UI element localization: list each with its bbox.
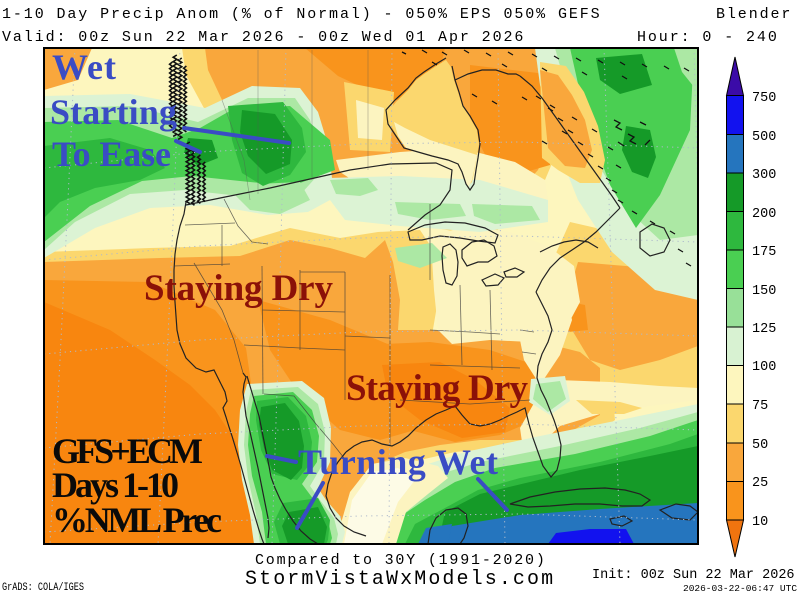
svg-text:175: 175 <box>752 245 776 260</box>
svg-text:GrADS: COLA/IGES: GrADS: COLA/IGES <box>2 582 84 594</box>
svg-text:2026-03-22-06:47 UTC: 2026-03-22-06:47 UTC <box>683 583 797 594</box>
svg-text:25: 25 <box>752 476 768 491</box>
svg-text:Valid: 00z Sun 22 Mar 2026 -: Valid: 00z Sun 22 Mar 2026 - 00z Wed 01 … <box>2 29 525 46</box>
svg-text:750: 750 <box>752 91 776 106</box>
svg-text:GFS+ECM: GFS+ECM <box>52 431 203 471</box>
svg-text:75: 75 <box>752 399 768 414</box>
svg-text:125: 125 <box>752 322 776 337</box>
svg-text:Staying Dry: Staying Dry <box>144 268 334 309</box>
svg-text:Init: 00z Sun 22 Mar 2026: Init: 00z Sun 22 Mar 2026 <box>592 568 795 583</box>
svg-text:Blender: Blender <box>716 6 792 23</box>
svg-text:100: 100 <box>752 360 776 375</box>
svg-text:Hour: 0 - 240: Hour: 0 - 240 <box>637 29 779 46</box>
svg-text:Wet: Wet <box>52 47 116 87</box>
svg-text:Days 1-10: Days 1-10 <box>52 465 179 505</box>
svg-text:10: 10 <box>752 515 768 530</box>
svg-text:To Ease: To Ease <box>52 134 171 174</box>
svg-text:200: 200 <box>752 207 776 222</box>
svg-text:Starting: Starting <box>50 92 177 132</box>
svg-text:50: 50 <box>752 438 768 453</box>
svg-text:StormVistaWxModels.com: StormVistaWxModels.com <box>245 568 555 591</box>
svg-text:500: 500 <box>752 130 776 145</box>
svg-text:Compared to 30Y (1991-2020): Compared to 30Y (1991-2020) <box>255 552 547 569</box>
svg-text:300: 300 <box>752 168 776 183</box>
svg-text:%NML Prec: %NML Prec <box>52 500 222 540</box>
svg-text:150: 150 <box>752 284 776 299</box>
svg-text:Turning Wet: Turning Wet <box>298 442 498 482</box>
svg-text:1-10 Day Precip Anom (% of Nor: 1-10 Day Precip Anom (% of Normal) - 050… <box>2 6 602 23</box>
svg-text:Staying Dry: Staying Dry <box>346 368 529 409</box>
